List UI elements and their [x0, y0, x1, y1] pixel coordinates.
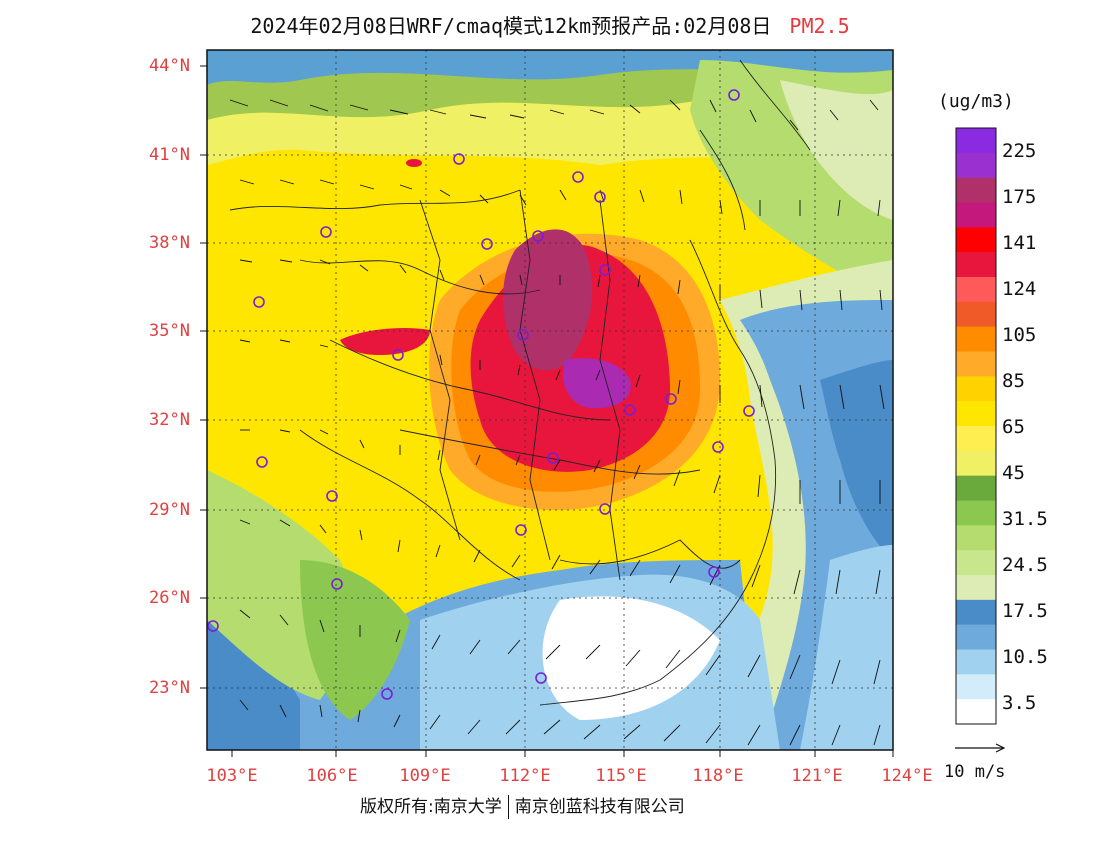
colorbar-label: 10.5 — [1002, 646, 1048, 668]
colorbar-swatch — [956, 699, 996, 725]
colorbar-swatch — [956, 376, 996, 402]
pm25-field — [207, 50, 893, 750]
colorbar-swatch — [956, 202, 996, 228]
lat-label-35: 35°N — [149, 321, 190, 341]
lat-label-23: 23°N — [149, 678, 190, 698]
colorbar-swatch — [956, 575, 996, 601]
lon-label-118: 118°E — [692, 766, 744, 786]
lon-label-112: 112°E — [499, 766, 551, 786]
colorbar-label: 85 — [1002, 370, 1025, 392]
colorbar-swatch — [956, 500, 996, 526]
colorbar-swatch — [956, 624, 996, 650]
lat-label-32: 32°N — [149, 410, 190, 430]
southeast-sea-zone — [800, 545, 893, 750]
wind-scale-arrow — [955, 743, 1006, 753]
colorbar-label: 225 — [1002, 140, 1037, 162]
lat-label-26: 26°N — [149, 588, 190, 608]
colorbar-frame — [955, 127, 997, 725]
colorbar-swatch — [956, 351, 996, 377]
colorbar-swatch — [956, 674, 996, 700]
lon-label-106: 106°E — [306, 766, 358, 786]
colorbar-swatch — [956, 599, 996, 625]
colorbar-swatch — [956, 426, 996, 452]
colorbar-swatch — [956, 401, 996, 427]
north-hotspot — [406, 159, 422, 167]
city-markers — [207, 89, 755, 700]
colorbar-label: 17.5 — [1002, 600, 1048, 622]
colorbar-unit: (ug/m3) — [938, 91, 1014, 112]
wind-scale-label: 10 m/s — [944, 762, 1006, 782]
colorbar-swatch — [956, 128, 996, 154]
southwest-darkgreen-zone — [300, 560, 410, 720]
purple-core-south — [562, 358, 631, 409]
copyright-divider — [507, 795, 509, 819]
colorbar-swatch — [956, 475, 996, 501]
south-clean-zone — [542, 596, 720, 720]
lat-label-29: 29°N — [149, 500, 190, 520]
colorbar-label: 65 — [1002, 416, 1025, 438]
copyright: 版权所有:南京大学 南京创蓝科技有限公司 — [360, 792, 685, 819]
north-blue-zone — [207, 50, 893, 85]
northeast-pale-zone — [780, 80, 893, 220]
lon-label-121: 121°E — [791, 766, 843, 786]
colorbar-label: 141 — [1002, 232, 1037, 254]
map-frame — [206, 49, 894, 751]
lon-label-103: 103°E — [206, 766, 258, 786]
title-main: 2024年02月08日WRF/cmaq模式12km预报产品:02月08日 — [250, 14, 772, 38]
wind-vectors — [229, 99, 885, 746]
colorbar-swatch — [956, 450, 996, 476]
colorbar-label: 175 — [1002, 186, 1037, 208]
lon-label-124: 124°E — [881, 766, 933, 786]
copyright-right: 南京创蓝科技有限公司 — [514, 797, 685, 817]
colorbar-label: 31.5 — [1002, 508, 1048, 530]
axis-ticks — [200, 65, 894, 757]
colorbar-swatch — [956, 252, 996, 278]
colorbar-label: 3.5 — [1002, 692, 1037, 714]
colorbar-label: 45 — [1002, 462, 1025, 484]
colorbar-swatch — [956, 301, 996, 327]
copyright-left: 版权所有:南京大学 — [360, 797, 502, 817]
purple-core-north — [503, 229, 593, 371]
colorbar-label: 24.5 — [1002, 554, 1048, 576]
colorbar-swatch — [956, 326, 996, 352]
map-title: 2024年02月08日WRF/cmaq模式12km预报产品:02月08日 PM2.… — [0, 10, 1100, 39]
colorbar-swatch — [956, 550, 996, 576]
lat-label-41: 41°N — [149, 145, 190, 165]
colorbar-swatch — [956, 177, 996, 203]
colorbar-swatch — [956, 649, 996, 675]
colorbar-label: 105 — [1002, 324, 1037, 346]
colorbar-swatch — [956, 152, 996, 178]
pollutant-label: PM2.5 — [789, 14, 850, 38]
west-red-streak — [340, 328, 430, 355]
graticule — [207, 50, 893, 750]
lon-label-115: 115°E — [595, 766, 647, 786]
colorbar-swatch — [956, 227, 996, 253]
colorbar-label: 124 — [1002, 278, 1037, 300]
colorbar-swatch — [956, 525, 996, 551]
lat-label-44: 44°N — [149, 56, 190, 76]
colorbar — [955, 127, 997, 725]
lat-label-38: 38°N — [149, 233, 190, 253]
colorbar-swatch — [956, 277, 996, 303]
boundary-lines — [229, 59, 811, 706]
lon-label-109: 109°E — [399, 766, 451, 786]
